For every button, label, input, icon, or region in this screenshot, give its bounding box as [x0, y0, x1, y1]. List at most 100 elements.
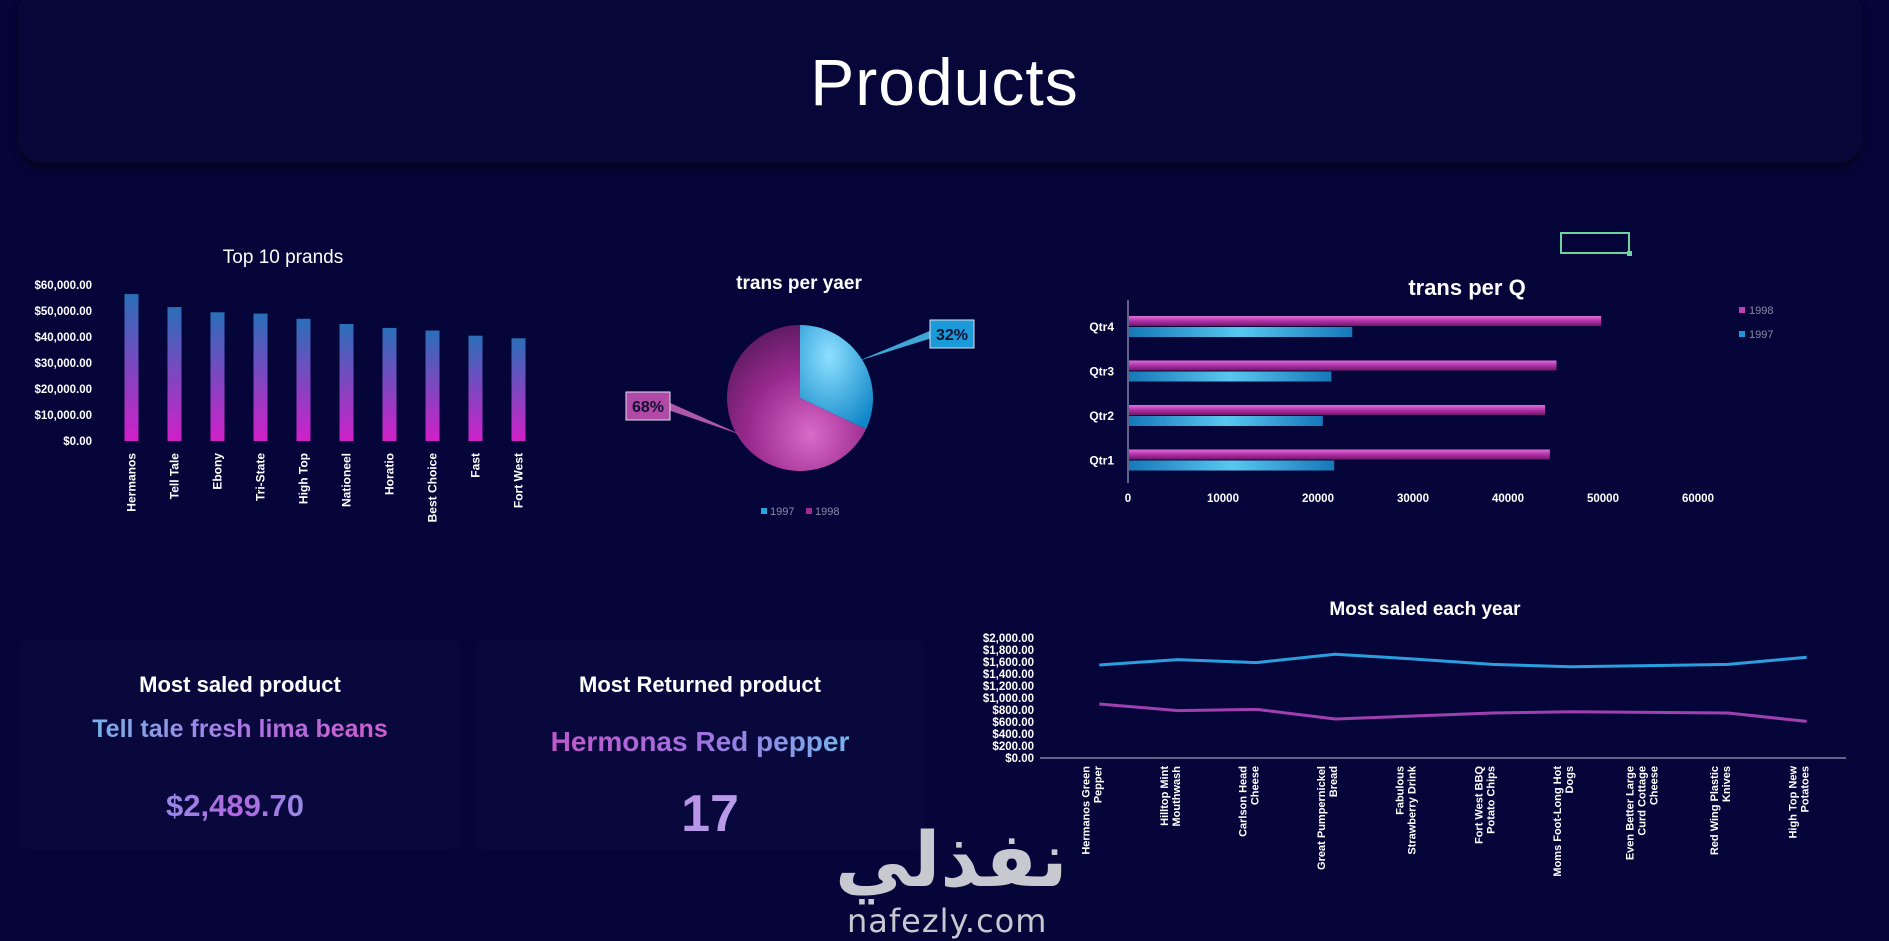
- category-label: Horatio: [383, 453, 397, 495]
- category-label: Red Wing PlasticKnives: [1709, 766, 1733, 855]
- chart-title: Most saled each year: [1329, 599, 1521, 620]
- bar: [1129, 460, 1335, 471]
- category-label: Fast: [469, 453, 483, 478]
- y-tick-label: $2,000.00: [983, 633, 1034, 645]
- watermark-logo-latin: nafezly.com: [847, 902, 1048, 940]
- x-tick-label: 30000: [1397, 493, 1429, 505]
- category-label: Nationeel: [340, 453, 354, 507]
- category-label: Great PumpernickelBread: [1316, 766, 1340, 870]
- chart-title: trans per Q: [1408, 275, 1525, 300]
- y-tick-label: $800.00: [992, 705, 1034, 717]
- category-label: Tell Tale: [168, 453, 182, 500]
- category-label: Qtr1: [1089, 454, 1114, 468]
- y-tick-label: $20,000.00: [34, 384, 92, 396]
- pie-slice: [800, 325, 873, 430]
- bar: [167, 307, 182, 441]
- chart-title: Top 10 prands: [223, 247, 343, 268]
- category-label: Best Choice: [426, 453, 440, 523]
- bar: [382, 327, 397, 441]
- category-label: High Top: [297, 453, 311, 504]
- y-tick-label: $50,000.00: [34, 306, 92, 318]
- category-label: Tri-State: [254, 453, 268, 501]
- bar: [1129, 405, 1546, 415]
- x-tick-label: 40000: [1492, 493, 1524, 505]
- y-tick-label: $1,800.00: [983, 645, 1034, 657]
- callout-leader: [858, 330, 932, 362]
- y-tick-label: $0.00: [63, 436, 92, 448]
- most-saled-each-year-chart: Most saled each year $0.00$200.00$400.00…: [983, 599, 1846, 877]
- legend-label: 1997: [1749, 329, 1773, 341]
- legend-swatch: [1739, 331, 1745, 337]
- y-tick-label: $1,400.00: [983, 669, 1034, 681]
- series-line: [1099, 702, 1807, 723]
- most-saled-value: $2,489.70: [15, 788, 455, 824]
- bar: [296, 318, 311, 441]
- legend-swatch: [761, 508, 767, 514]
- callout-leader: [668, 402, 742, 435]
- category-label: Hermanos: [125, 453, 139, 512]
- callout-box: [929, 319, 975, 349]
- bar: [1129, 371, 1332, 382]
- category-label: High Top NewPotatoes: [1788, 766, 1812, 839]
- legend-swatch: [1739, 307, 1745, 313]
- bar: [1129, 416, 1323, 426]
- bar: [124, 294, 139, 441]
- category-label: Fort West BBQPotato Chips: [1473, 766, 1497, 844]
- category-label: Even Better LargeCurd CottageCheese: [1625, 766, 1661, 860]
- x-tick-label: 50000: [1587, 493, 1619, 505]
- most-saled-title: Most saled product: [139, 672, 341, 697]
- category-label: Moms Foot-Long HotDogs: [1552, 766, 1576, 877]
- category-label: Hermanos GreenPepper: [1080, 765, 1104, 854]
- chart-title: trans per yaer: [736, 273, 862, 294]
- y-tick-label: $0.00: [1005, 753, 1034, 765]
- most-returned-title: Most Returned product: [579, 672, 821, 697]
- bar: [511, 338, 526, 441]
- x-tick-label: 0: [1125, 493, 1131, 505]
- category-label: Qtr4: [1089, 320, 1114, 334]
- trans-per-q-chart: trans per Q 0 10000 20000 30000 40000 50000 60…: [1089, 275, 1773, 505]
- category-label: Ebony: [211, 453, 225, 490]
- most-returned-product: Hermonas Red pepper: [475, 726, 925, 758]
- header-card: [20, 0, 1860, 162]
- legend-label: 1998: [815, 506, 839, 518]
- y-tick-label: $1,600.00: [983, 657, 1034, 669]
- most-returned-value: 17: [485, 784, 935, 844]
- category-label: Qtr2: [1089, 409, 1114, 423]
- y-tick-label: $600.00: [992, 717, 1034, 729]
- top-brands-chart: Top 10 prands $0.00 $10,000.00 $20,000.00 $…: [34, 247, 526, 523]
- data-label: 32%: [936, 327, 968, 344]
- legend-label: 1998: [1749, 305, 1773, 317]
- category-label: Fort West: [512, 453, 526, 508]
- bar: [210, 312, 225, 441]
- x-tick-label: 10000: [1207, 493, 1239, 505]
- y-tick-label: $40,000.00: [34, 332, 92, 344]
- bar: [468, 335, 483, 441]
- callout-box: [625, 391, 671, 421]
- y-tick-label: $10,000.00: [34, 410, 92, 422]
- category-label: FabulousStrawberry Drink: [1395, 765, 1419, 855]
- trans-per-year-chart: trans per yaer 32% 68% 1997 1998: [625, 273, 975, 518]
- bar: [1129, 316, 1602, 326]
- category-label: Qtr3: [1089, 365, 1114, 379]
- bar: [339, 324, 354, 441]
- most-saled-product: Tell tale fresh lima beans: [20, 715, 460, 744]
- x-tick-label: 60000: [1682, 493, 1714, 505]
- selected-cell[interactable]: [1560, 232, 1632, 256]
- data-label: 68%: [632, 399, 664, 416]
- legend-label: 1997: [770, 506, 794, 518]
- bar: [253, 313, 268, 441]
- pie-slice: [727, 325, 867, 471]
- y-tick-label: $200.00: [992, 741, 1034, 753]
- legend-swatch: [806, 508, 812, 514]
- bar: [425, 330, 440, 441]
- category-label: Carlson HeadCheese: [1238, 766, 1262, 837]
- category-label: Hilltop MintMouthwash: [1159, 766, 1183, 827]
- y-tick-label: $30,000.00: [34, 358, 92, 370]
- y-tick-label: $1,200.00: [983, 681, 1034, 693]
- watermark-logo-arabic: نفذلي: [835, 815, 1068, 904]
- bar: [1129, 449, 1550, 460]
- series-line: [1099, 652, 1807, 669]
- x-tick-label: 20000: [1302, 493, 1334, 505]
- y-tick-label: $400.00: [992, 729, 1034, 741]
- bar: [1129, 360, 1557, 371]
